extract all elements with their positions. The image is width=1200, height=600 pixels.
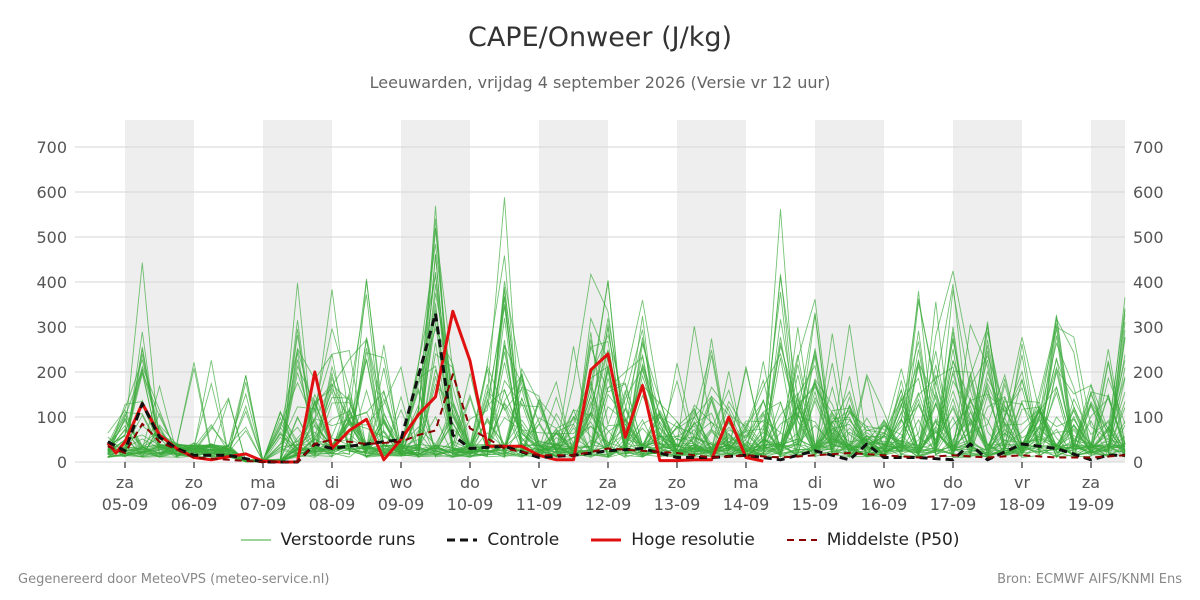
y-tick-right-500: 500 — [1133, 228, 1164, 247]
legend-item-hires: Hoge resolutie — [591, 530, 755, 550]
x-tick-date-1: 06-09 — [171, 495, 218, 514]
x-tick-day-1: zo — [185, 473, 203, 492]
footer-source: Bron: ECMWF AIFS/KNMI Ens — [997, 572, 1182, 587]
y-tick-right-0: 0 — [1133, 453, 1143, 472]
weekend-band-1 — [263, 120, 332, 462]
x-tick-day-0: za — [116, 473, 134, 492]
y-tick-left-0: 0 — [57, 453, 67, 472]
chart-title: CAPE/Onweer (J/kg) — [467, 22, 732, 53]
x-tick-date-2: 07-09 — [240, 495, 287, 514]
legend-label-control: Controle — [487, 530, 560, 550]
y-tick-left-300: 300 — [36, 318, 67, 337]
x-tick-date-12: 17-09 — [930, 495, 977, 514]
x-tick-day-12: do — [943, 473, 963, 492]
y-tick-right-300: 300 — [1133, 318, 1164, 337]
legend-swatch-median — [786, 539, 817, 541]
legend-label-ensemble: Verstoorde runs — [280, 530, 416, 550]
x-tick-date-0: 05-09 — [102, 495, 149, 514]
chart-subtitle: Leeuwarden, vrijdag 4 september 2026 (Ve… — [369, 73, 831, 92]
series-line-2 — [107, 373, 1126, 463]
y-tick-left-200: 200 — [36, 363, 67, 382]
legend-label-median: Middelste (P50) — [826, 530, 960, 550]
y-tick-left-600: 600 — [36, 183, 67, 202]
x-tick-day-5: do — [460, 473, 480, 492]
legend-item-control: Controle — [447, 530, 559, 550]
x-tick-date-14: 19-09 — [1068, 495, 1115, 514]
x-tick-date-4: 09-09 — [378, 495, 425, 514]
x-tick-day-9: ma — [733, 473, 758, 492]
x-tick-day-6: vr — [531, 473, 547, 492]
ensemble-member-29 — [107, 303, 1126, 462]
x-tick-day-11: wo — [873, 473, 896, 492]
ensemble-member-42 — [107, 280, 1126, 462]
x-tick-day-2: ma — [250, 473, 275, 492]
x-tick-date-10: 15-09 — [792, 495, 839, 514]
x-tick-date-3: 08-09 — [309, 495, 356, 514]
ensemble-member-37 — [107, 319, 1126, 462]
x-tick-date-5: 10-09 — [447, 495, 494, 514]
x-tick-day-7: za — [599, 473, 617, 492]
weekend-band-0 — [125, 120, 194, 462]
legend-swatch-hires — [591, 538, 622, 542]
legend: Verstoorde runs Controle Hoge resolutie … — [0, 530, 1200, 550]
y-tick-left-100: 100 — [36, 408, 67, 427]
ensemble-member-48 — [107, 314, 1126, 462]
y-tick-right-100: 100 — [1133, 408, 1164, 427]
x-tick-date-6: 11-09 — [516, 495, 563, 514]
series-line-1 — [107, 312, 1125, 464]
legend-swatch-ensemble — [240, 539, 271, 541]
x-tick-day-4: wo — [390, 473, 413, 492]
y-tick-right-400: 400 — [1133, 273, 1164, 292]
legend-label-hires: Hoge resolutie — [631, 530, 755, 550]
x-tick-day-13: vr — [1014, 473, 1030, 492]
legend-item-ensemble: Verstoorde runs — [240, 530, 416, 550]
x-tick-day-8: zo — [668, 473, 686, 492]
x-tick-date-8: 13-09 — [654, 495, 701, 514]
y-tick-right-600: 600 — [1133, 183, 1164, 202]
x-tick-day-10: di — [808, 473, 823, 492]
ensemble-member-32 — [107, 330, 1126, 461]
x-tick-day-14: za — [1082, 473, 1100, 492]
footer-generated-by: Gegenereerd door MeteoVPS (meteo-service… — [18, 572, 330, 587]
x-tick-day-3: di — [325, 473, 340, 492]
ensemble-member-44 — [107, 323, 1126, 463]
ensemble-member-46 — [107, 283, 1126, 462]
y-tick-right-700: 700 — [1133, 138, 1164, 157]
x-tick-date-7: 12-09 — [585, 495, 632, 514]
y-tick-right-200: 200 — [1133, 363, 1164, 382]
y-tick-left-400: 400 — [36, 273, 67, 292]
legend-item-median: Middelste (P50) — [786, 530, 960, 550]
x-tick-date-11: 16-09 — [861, 495, 908, 514]
legend-swatch-control — [447, 538, 478, 542]
x-tick-date-13: 18-09 — [999, 495, 1046, 514]
y-tick-left-500: 500 — [36, 228, 67, 247]
weekend-band-4 — [677, 120, 746, 462]
y-tick-left-700: 700 — [36, 138, 67, 157]
x-tick-date-9: 14-09 — [723, 495, 770, 514]
